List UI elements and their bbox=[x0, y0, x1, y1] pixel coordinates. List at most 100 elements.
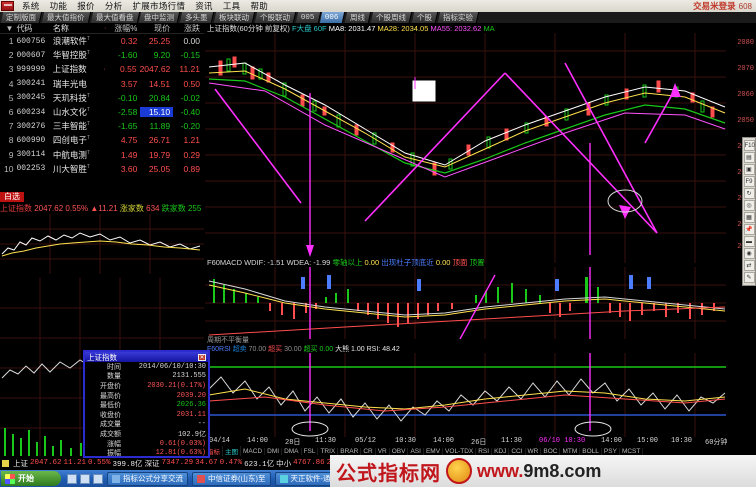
taskbar-button[interactable]: 中信证券(山东)至 bbox=[192, 471, 271, 486]
tab-9[interactable]: 周线 bbox=[344, 12, 371, 23]
quicklaunch-icon-1[interactable] bbox=[67, 473, 77, 484]
indicator-button[interactable]: 指标 bbox=[205, 446, 223, 456]
indicator-button[interactable]: RSI bbox=[476, 447, 493, 455]
cell-code[interactable]: 600234 bbox=[16, 107, 46, 117]
refresh-icon[interactable]: ↻ bbox=[743, 188, 755, 199]
pencil-icon[interactable]: ✎ bbox=[743, 272, 755, 283]
cell-code[interactable]: 002253 bbox=[16, 164, 46, 174]
indicator-button[interactable]: CR bbox=[361, 447, 376, 455]
tab-10[interactable]: 个股周线 bbox=[370, 12, 412, 23]
indicator-button[interactable]: 主图 bbox=[223, 446, 241, 456]
tab-4[interactable]: 多头墨 bbox=[179, 12, 214, 23]
th-sort-icon[interactable]: ▼ bbox=[5, 23, 14, 33]
table-row[interactable]: 9 300114 中航电测T 1.49 19.79 0.29 bbox=[0, 148, 204, 162]
tab-7[interactable]: 005 bbox=[295, 12, 321, 23]
quote-detail-popup[interactable]: 上证指数 ✕ 时间 2014/06/10/10:30 数量 2131.555 开盘价 20… bbox=[83, 350, 210, 458]
globe-icon[interactable]: ◉ bbox=[743, 248, 755, 259]
close-icon[interactable]: ✕ bbox=[198, 353, 206, 361]
cell-name[interactable]: 华智控股T bbox=[52, 50, 90, 61]
macd-chart[interactable] bbox=[205, 267, 756, 339]
menu-item-3[interactable]: 分析 bbox=[104, 1, 123, 11]
indicator-button[interactable]: VOL-TDX bbox=[443, 447, 477, 455]
indicator-button[interactable]: ASI bbox=[408, 447, 424, 455]
cell-name[interactable]: 天玑科技T bbox=[52, 92, 90, 103]
cell-code[interactable]: 300114 bbox=[16, 150, 46, 160]
f10-button[interactable]: F10 bbox=[743, 140, 755, 151]
cell-code[interactable]: 600756 bbox=[16, 36, 46, 46]
table-row[interactable]: 5 300245 天玑科技T -0.10 20.84 -0.02 bbox=[0, 91, 204, 105]
menu-item-0[interactable]: 系统 bbox=[22, 1, 40, 11]
candlestick-chart[interactable] bbox=[205, 33, 756, 263]
indicator-button[interactable]: MACD bbox=[241, 447, 266, 455]
quicklaunch-icon-2[interactable] bbox=[80, 473, 90, 484]
th-name[interactable]: 名称 bbox=[52, 23, 69, 33]
cell-code[interactable]: 999999 bbox=[16, 64, 46, 74]
cell-name[interactable]: 中航电测T bbox=[52, 149, 90, 160]
table-row[interactable]: 7 300276 三丰智能T -1.65 11.89 -0.20 bbox=[0, 119, 204, 133]
table-row[interactable]: 10 002253 川大智胜T 3.60 25.05 0.89 bbox=[0, 162, 204, 176]
cell-name[interactable]: 浪潮软件T bbox=[52, 36, 90, 47]
th-code[interactable]: 代码 bbox=[16, 24, 33, 34]
indicator-button[interactable]: OBV bbox=[390, 447, 409, 455]
indicator-button[interactable]: MTM bbox=[560, 447, 581, 455]
indicator-button[interactable]: WR bbox=[526, 447, 542, 455]
rsi-chart[interactable] bbox=[205, 353, 756, 437]
indicator-button[interactable]: EMV bbox=[424, 447, 444, 455]
cell-code[interactable]: 000607 bbox=[16, 50, 46, 60]
tab-1[interactable]: 最大值指价 bbox=[41, 12, 91, 23]
table-row[interactable]: 6 600234 山水文化T -2.58 15.10 -0.40 bbox=[0, 105, 204, 119]
table-row[interactable]: 8 600990 四创电子T 4.75 26.71 1.21 bbox=[0, 133, 204, 147]
menu-item-6[interactable]: 工具 bbox=[222, 1, 241, 11]
account-login-link[interactable]: 交易米登录 bbox=[693, 1, 736, 11]
tab-12[interactable]: 指标实验 bbox=[437, 12, 479, 23]
indicator-button[interactable]: BOC bbox=[541, 447, 561, 455]
table-row[interactable]: 3 999999 上证指数 · 0.55 2047.62 11.21 bbox=[0, 62, 204, 76]
tab-11[interactable]: 个股 bbox=[411, 12, 438, 23]
th-price[interactable]: 现价 bbox=[154, 23, 171, 33]
tab-6[interactable]: 个股联动 bbox=[254, 12, 296, 23]
minus-icon[interactable]: ▬ bbox=[743, 236, 755, 247]
start-button[interactable]: 开始 bbox=[1, 471, 61, 486]
tab-8[interactable]: 006 bbox=[319, 12, 345, 23]
indicator-button[interactable]: CCI bbox=[509, 447, 526, 455]
table-row[interactable]: 4 300241 瑞丰光电 3.57 14.51 0.50 bbox=[0, 77, 204, 91]
indicator-button[interactable]: DMA bbox=[282, 447, 302, 455]
indicator-button[interactable]: FSL bbox=[302, 447, 319, 455]
th-pct[interactable]: 涨幅% bbox=[114, 23, 138, 33]
target-icon[interactable]: ◎ bbox=[743, 200, 755, 211]
popup-titlebar[interactable]: 上证指数 ✕ bbox=[85, 352, 208, 362]
indicator-button[interactable]: DMI bbox=[265, 447, 283, 455]
cell-name[interactable]: 瑞丰光电 bbox=[52, 78, 87, 89]
indicator-button[interactable]: BRAR bbox=[338, 447, 362, 455]
menu-item-4[interactable]: 扩展市场行情 bbox=[132, 1, 186, 11]
table-row[interactable]: 1 600756 浪潮软件T 0.32 25.25 0.00 bbox=[0, 34, 204, 48]
indicator-button[interactable]: TRIX bbox=[318, 447, 339, 455]
menu-item-2[interactable]: 报价 bbox=[77, 1, 95, 11]
main-chart-panel[interactable]: 上证指数(60分钟 前复权) F大盘 60F MA8: 2031.47 MA28… bbox=[205, 23, 756, 456]
window-icon[interactable]: ▣ bbox=[743, 164, 755, 175]
link-icon[interactable]: ⇄ bbox=[743, 260, 755, 271]
cell-code[interactable]: 600990 bbox=[16, 135, 46, 145]
menu-item-5[interactable]: 资讯 bbox=[195, 1, 213, 11]
menu-item-1[interactable]: 功能 bbox=[49, 1, 68, 11]
tab-0[interactable]: 定制版面 bbox=[0, 12, 43, 23]
tab-2[interactable]: 最大值看盘 bbox=[90, 12, 140, 23]
cell-name[interactable]: 三丰智能T bbox=[52, 121, 90, 132]
th-change[interactable]: 涨跌 bbox=[183, 23, 200, 33]
table-row[interactable]: 2 000607 华智控股T -1.60 9.20 -0.15 bbox=[0, 48, 204, 62]
white-list-button[interactable]: 白选 bbox=[0, 192, 24, 202]
save-icon[interactable]: ▤ bbox=[743, 152, 755, 163]
tab-3[interactable]: 盘中监测 bbox=[138, 12, 181, 23]
cell-code[interactable]: 300241 bbox=[16, 79, 46, 89]
indicator-button[interactable]: KDJ bbox=[492, 447, 510, 455]
indicator-button[interactable]: PSY bbox=[602, 447, 620, 455]
cell-name[interactable]: 上证指数 bbox=[52, 64, 87, 75]
indicator-button[interactable]: VR bbox=[376, 447, 390, 455]
intraday-mini-chart[interactable]: 分时走势图 bbox=[0, 214, 204, 415]
tab-5[interactable]: 板块联动 bbox=[213, 12, 255, 23]
cell-code[interactable]: 300245 bbox=[16, 93, 46, 103]
taskbar-button[interactable]: 指标公式分享交流 bbox=[107, 471, 188, 486]
cell-name[interactable]: 四创电子T bbox=[52, 135, 90, 146]
cell-name[interactable]: 山水文化T bbox=[52, 107, 90, 118]
f9-button[interactable]: F9 bbox=[743, 176, 755, 187]
